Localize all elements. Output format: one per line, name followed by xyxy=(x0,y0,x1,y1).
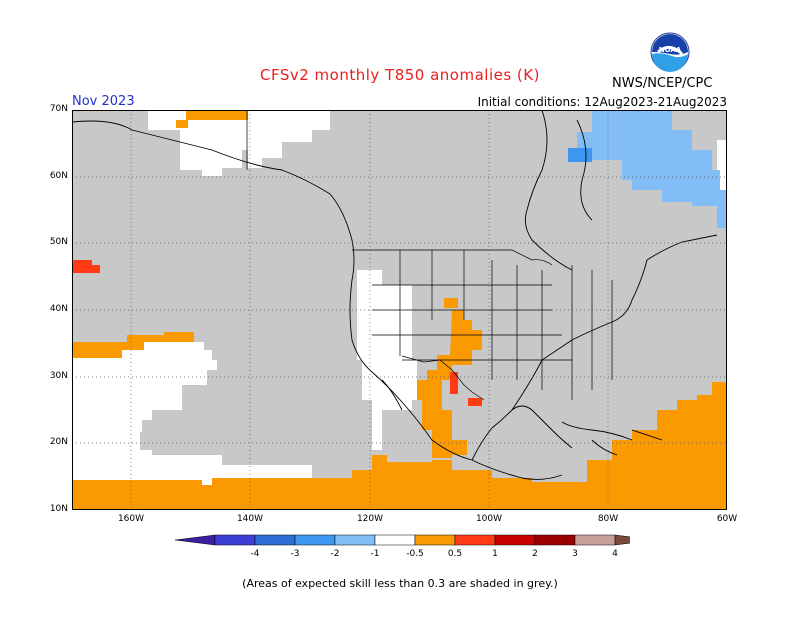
lon-label: 120W xyxy=(356,514,384,524)
colorbar-swatch xyxy=(534,534,576,546)
colorbar-swatch xyxy=(454,534,496,546)
colorbar: -4 -3 -2 -1 -0.5 0.5 1 2 3 4 xyxy=(174,534,630,559)
colorbar-min-arrow xyxy=(174,534,216,546)
colorbar-swatch xyxy=(334,534,376,546)
positive-anomaly-plains xyxy=(444,298,458,308)
lon-label: 100W xyxy=(475,514,503,524)
colorbar-label: -0.5 xyxy=(406,549,424,559)
positive-anomaly-mexico xyxy=(417,310,482,458)
positive-anomaly-pacific-mid xyxy=(72,332,194,358)
lon-label: 60W xyxy=(716,514,738,524)
colorbar-label: 3 xyxy=(572,549,578,559)
colorbar-swatch xyxy=(214,534,256,546)
lon-label: 140W xyxy=(236,514,264,524)
strong-positive-gulf xyxy=(468,398,482,406)
political-boundaries xyxy=(246,110,613,401)
lat-label: 20N xyxy=(49,437,68,447)
colorbar-label: 1 xyxy=(492,549,498,559)
colorbar-label: -2 xyxy=(331,549,340,559)
positive-anomaly-south xyxy=(72,382,727,510)
colorbar-swatch xyxy=(414,534,456,546)
map-frame xyxy=(72,110,727,510)
colorbar-swatch xyxy=(574,534,616,546)
white-area-alaska xyxy=(180,122,248,176)
negative-anomaly-labrador xyxy=(568,110,727,228)
lat-label: 10N xyxy=(49,504,68,514)
colorbar-max-arrow xyxy=(614,534,630,546)
white-area-alaska-east xyxy=(248,110,330,168)
colorbar-label: 2 xyxy=(532,549,538,559)
colorbar-label: 4 xyxy=(612,549,618,559)
strong-positive-mexico xyxy=(450,372,458,394)
initial-conditions: Initial conditions: 12Aug2023-21Aug2023 xyxy=(477,95,727,109)
strong-positive-pacific-west xyxy=(72,260,100,273)
colorbar-label: -4 xyxy=(251,549,260,559)
lat-label: 40N xyxy=(49,304,68,314)
agency-label: NWS/NCEP/CPC xyxy=(612,76,713,91)
colorbar-swatch xyxy=(254,534,296,546)
positive-anomaly-hawaii-north xyxy=(176,110,248,128)
lon-label: 160W xyxy=(117,514,145,524)
colorbar-label: -1 xyxy=(371,549,380,559)
colorbar-label: -3 xyxy=(291,549,300,559)
skill-footnote: (Areas of expected skill less than 0.3 a… xyxy=(242,577,558,590)
forecast-month: Nov 2023 xyxy=(72,94,135,109)
coastlines xyxy=(72,110,718,480)
noaa-logo: NOAA xyxy=(650,32,690,72)
colorbar-swatch xyxy=(374,534,416,546)
anomaly-map xyxy=(72,110,727,510)
map-title: CFSv2 monthly T850 anomalies (K) xyxy=(260,66,540,84)
lat-label: 70N xyxy=(49,104,68,114)
colorbar-swatch xyxy=(494,534,536,546)
colorbar-label: 0.5 xyxy=(448,549,462,559)
colorbar-swatch xyxy=(294,534,336,546)
lat-label: 60N xyxy=(49,171,68,181)
moderate-negative-anomaly xyxy=(568,148,592,162)
lon-label: 80W xyxy=(597,514,619,524)
grid-lines xyxy=(72,110,727,510)
lat-label: 30N xyxy=(49,371,68,381)
logo-text: NOAA xyxy=(659,46,682,54)
lat-label: 50N xyxy=(49,237,68,247)
